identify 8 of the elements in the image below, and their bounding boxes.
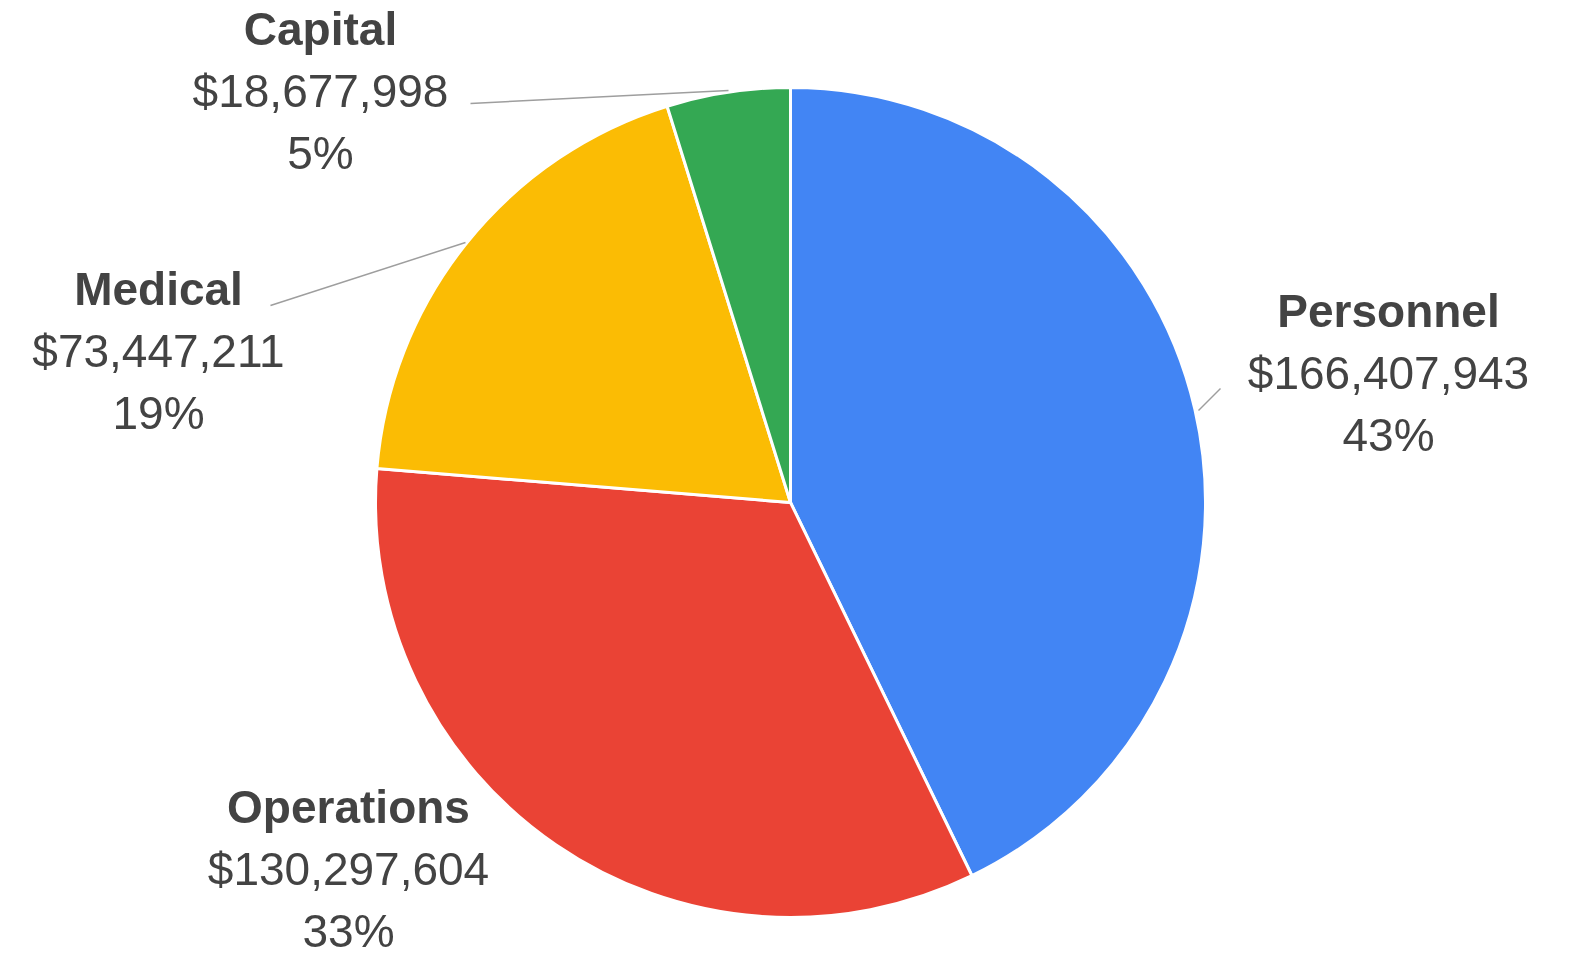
data-label: $130,297,604 33% [207,842,490,957]
slice-label: Capital [243,2,398,55]
data-label: $166,407,943 43% [1247,346,1530,461]
slice-label: Medical [74,262,243,315]
slice-label: Personnel [1277,284,1500,337]
data-label: $73,447,211 19% [32,324,285,439]
data-label: $18,677,998 5% [192,64,449,179]
slice-label: Operations [227,780,470,833]
